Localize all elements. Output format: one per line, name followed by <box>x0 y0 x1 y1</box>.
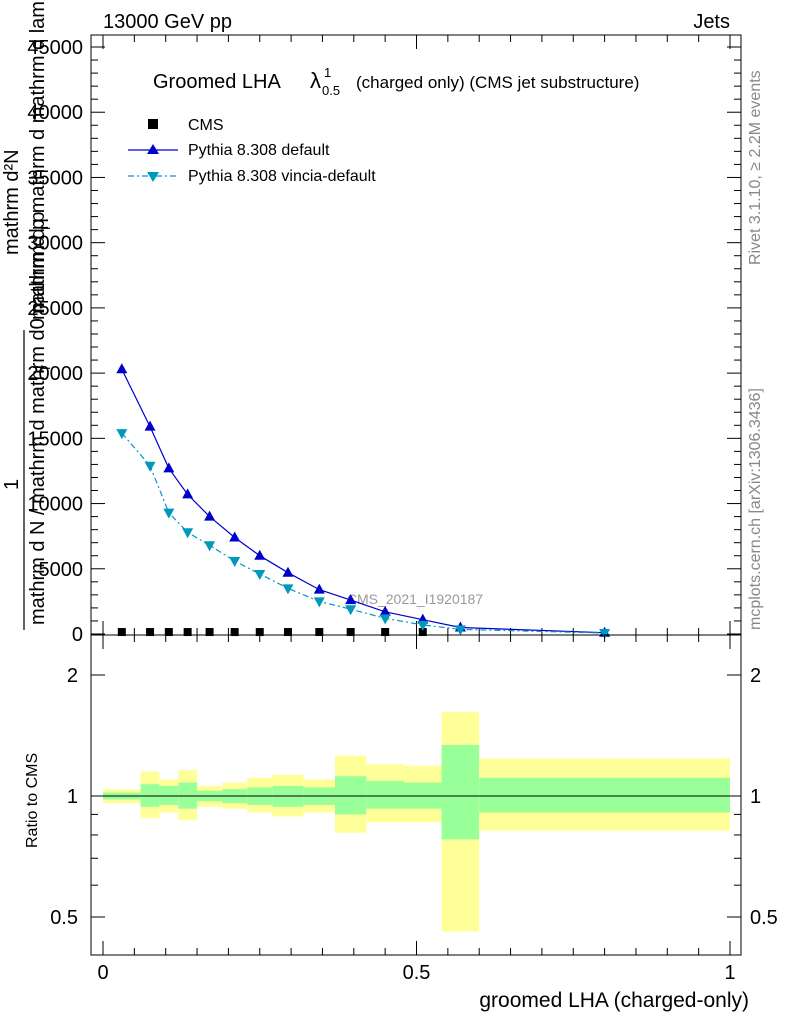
main-y-tick-label: 0 <box>72 624 83 646</box>
cms-data-point <box>346 628 355 637</box>
pythia-vincia-point <box>454 625 466 636</box>
pythia-default-point <box>313 583 325 594</box>
pythia-vincia-point <box>345 605 357 616</box>
ratio-bands <box>103 711 730 932</box>
pythia-vincia-point <box>116 429 128 440</box>
cms-data-point <box>283 628 292 637</box>
main-y-tick-label: 40000 <box>27 102 83 124</box>
ylabel-sub-t2: T <box>39 364 53 372</box>
ratio-inner-band <box>441 744 480 840</box>
rivet-label: Rivet 3.1.10, ≥ 2.2M events <box>747 70 764 265</box>
title-symbol: λ <box>310 68 321 93</box>
series-line <box>121 432 605 634</box>
pythia-default-point <box>116 363 128 374</box>
ratio-x-tick-label: 0.5 <box>403 962 431 984</box>
ylabel-denominator: mathrm d N / mathrm d mathrm d0 mathrm d… <box>27 212 49 625</box>
ratio-x-tick-label: 1 <box>724 962 735 984</box>
pythia-default-point <box>229 531 241 542</box>
cms-data-point <box>230 628 239 637</box>
ylabel-denominator-2: mathrm d p mathrm d mathrm d lambda <box>27 0 49 320</box>
x-axis-label: groomed LHA (charged-only) <box>479 989 749 1012</box>
ratio-inner-band <box>479 777 730 813</box>
ratio-y-tick-label-right: 2 <box>750 665 761 687</box>
pythia-vincia-point <box>204 541 216 552</box>
legend-default-label: Pythia 8.308 default <box>188 142 330 159</box>
pythia-default-point <box>254 549 266 560</box>
main-y-tick-label: 10000 <box>27 494 83 516</box>
ratio-y-tick-label: 2 <box>67 665 78 687</box>
cms-data-point <box>255 628 264 637</box>
main-plot: 0 5000 10000 15000 20000 25000 30000 35000 40000… <box>1 0 742 646</box>
legend-default-marker <box>147 144 159 154</box>
cms-data-point <box>117 628 126 637</box>
ratio-y-axis: 0.5 0.5 1 1 2 2 <box>50 665 778 929</box>
cms-data-point <box>315 628 324 637</box>
main-y-axis-label: 1 mathrm d N / mathrm d mathrm d0 mathrm… <box>1 0 53 630</box>
ratio-x-axis: 0 0.5 1 <box>97 635 736 984</box>
ratio-inner-band <box>334 776 367 815</box>
cms-data-point <box>205 628 214 637</box>
ratio-y-tick-label: 1 <box>67 786 78 808</box>
pythia-vincia-point <box>254 569 266 580</box>
main-y-tick-label: 30000 <box>27 233 83 255</box>
cms-data-point <box>381 628 390 637</box>
main-y-tick-label: 35000 <box>27 167 83 189</box>
legend-cms-marker <box>148 119 158 129</box>
main-y-axis: 0 5000 10000 15000 20000 25000 30000 35000 40000… <box>27 37 741 646</box>
main-y-tick-label: 15000 <box>27 428 83 450</box>
main-series-group <box>116 363 611 639</box>
mcplots-label: mcplots.cern.ch [arXiv:1306.3436] <box>747 388 764 630</box>
title-suffix: (charged only) (CMS jet substructure) <box>356 73 639 92</box>
pythia-default-point <box>144 420 156 431</box>
pythia-default-point <box>345 594 357 605</box>
title-sup: 1 <box>324 65 331 80</box>
analysis-watermark: CMS_2021_I1920187 <box>347 591 483 607</box>
ratio-inner-band <box>366 780 404 809</box>
pythia-default-point <box>204 510 216 521</box>
ratio-plot: 0.5 0.51 12 2 0 0.5 1 Ratio to CMS groomed LH… <box>24 634 778 1012</box>
pythia-vincia-point <box>229 556 241 567</box>
ylabel-sub-t1: T <box>39 224 53 232</box>
pythia-vincia-point <box>599 628 611 639</box>
ratio-y-axis-label: Ratio to CMS <box>24 753 41 848</box>
main-y-tick-label: 20000 <box>27 363 83 385</box>
pythia-vincia-point <box>417 620 429 631</box>
pythia-vincia-point <box>313 597 325 608</box>
main-y-tick-label: 45000 <box>27 37 83 59</box>
ratio-x-tick-label: 0 <box>97 962 108 984</box>
header-process: Jets <box>693 11 730 33</box>
pythia-default-point <box>379 605 391 616</box>
pythia-vincia-point <box>163 508 175 519</box>
title-text: Groomed LHA <box>153 71 281 93</box>
legend-cms-label: CMS <box>188 117 224 134</box>
cms-data-point <box>418 628 427 637</box>
legend: CMS Pythia 8.308 default Pythia 8.308 vi… <box>128 117 376 185</box>
pythia-default-point <box>282 566 294 577</box>
ratio-inner-band <box>140 784 160 807</box>
pythia-vincia-point <box>379 614 391 625</box>
legend-vincia-label: Pythia 8.308 vincia-default <box>188 168 376 185</box>
legend-vincia-marker <box>147 172 159 182</box>
pythia-vincia-point <box>144 461 156 472</box>
pythia-vincia-point <box>182 528 194 539</box>
ylabel-numerator: mathrm d²N <box>1 149 23 255</box>
ratio-inner-band <box>159 785 179 805</box>
pythia-default-point <box>182 488 194 499</box>
main-y-tick-label: 5000 <box>39 559 84 581</box>
ratio-y-tick-label-right: 1 <box>750 786 761 808</box>
main-y-tick-label: 25000 <box>27 298 83 320</box>
ratio-y-tick-label: 0.5 <box>50 907 78 929</box>
cms-data-point <box>146 628 155 637</box>
series-line <box>121 368 605 634</box>
plot-title: Groomed LHA λ 1 0.5 (charged only) (CMS … <box>153 65 639 98</box>
ylabel-numerator-one: 1 <box>1 479 23 490</box>
ratio-y-tick-label-right: 0.5 <box>750 907 778 929</box>
title-sub: 0.5 <box>322 83 340 98</box>
pythia-vincia-point <box>282 584 294 595</box>
header-energy: 13000 GeV pp <box>103 11 232 33</box>
cms-data-point <box>183 628 192 637</box>
pythia-default-point <box>163 462 175 473</box>
cms-data-point <box>164 628 173 637</box>
